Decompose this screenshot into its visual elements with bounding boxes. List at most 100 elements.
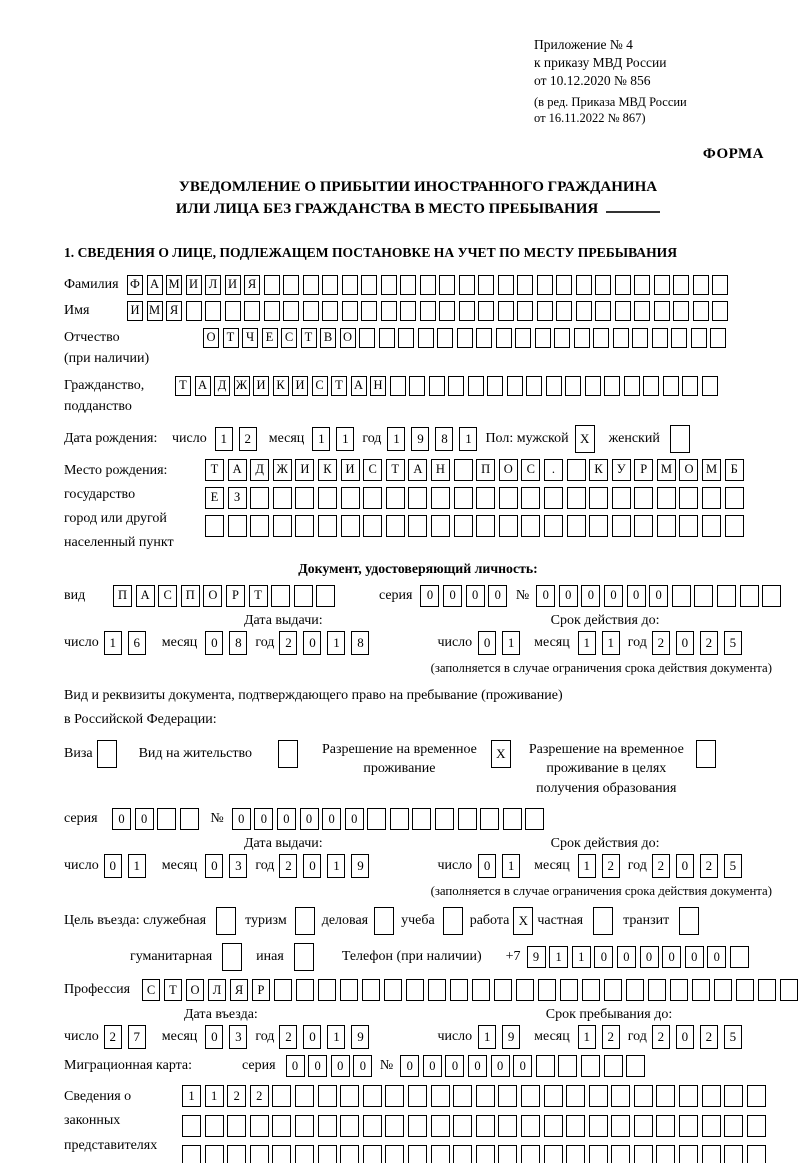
cell[interactable] (294, 1145, 314, 1163)
cell[interactable]: Т (385, 458, 405, 481)
cell[interactable] (453, 486, 473, 509)
cell[interactable] (430, 486, 450, 509)
cell[interactable]: 1 (577, 854, 596, 879)
cell[interactable] (662, 375, 679, 396)
cell[interactable] (322, 300, 338, 321)
cell[interactable]: Р (252, 979, 270, 1002)
cell[interactable] (694, 584, 714, 607)
cell[interactable] (679, 486, 699, 509)
cell[interactable] (716, 584, 736, 607)
cell[interactable] (498, 1085, 518, 1108)
cell[interactable] (302, 300, 319, 321)
cell[interactable] (295, 514, 315, 537)
cell[interactable] (458, 300, 475, 321)
cell[interactable] (182, 1115, 201, 1138)
cell[interactable] (456, 327, 473, 348)
cell[interactable] (701, 1115, 721, 1138)
cell[interactable]: 8 (229, 630, 248, 655)
cell[interactable] (651, 327, 668, 348)
cell[interactable] (385, 1085, 405, 1108)
cell[interactable] (419, 300, 436, 321)
cell[interactable]: М (656, 458, 676, 481)
cell[interactable]: 0 (626, 584, 646, 607)
cell[interactable]: 0 (536, 584, 556, 607)
cell[interactable] (271, 584, 291, 607)
cell[interactable]: Я (166, 300, 182, 321)
cell[interactable] (249, 1115, 269, 1138)
cell[interactable]: О (203, 584, 223, 607)
cell[interactable] (182, 1145, 201, 1163)
cell[interactable]: 5 (723, 1025, 742, 1050)
cell[interactable] (584, 375, 601, 396)
cell[interactable] (656, 514, 676, 537)
cell[interactable] (604, 375, 620, 396)
cell[interactable] (746, 1145, 766, 1163)
cell[interactable]: 2 (699, 854, 718, 879)
cell[interactable]: 0 (344, 808, 364, 831)
cell[interactable]: 1 (478, 1025, 497, 1050)
cell[interactable] (611, 486, 631, 509)
cell[interactable] (701, 375, 718, 396)
cell[interactable]: 2 (279, 1025, 298, 1050)
cell[interactable]: 1 (577, 630, 596, 655)
cell[interactable] (476, 514, 496, 537)
cell[interactable] (204, 1115, 224, 1138)
cell[interactable] (494, 979, 512, 1002)
cell[interactable]: И (127, 300, 143, 321)
cell[interactable] (406, 979, 424, 1002)
cell[interactable]: 0 (649, 584, 669, 607)
cell[interactable] (362, 1085, 382, 1108)
cell[interactable] (362, 1145, 382, 1163)
cell[interactable] (430, 1085, 450, 1108)
cell[interactable] (227, 514, 247, 537)
purpose-tourism-checkbox[interactable] (294, 907, 315, 936)
cell[interactable] (746, 1115, 766, 1138)
cell[interactable] (724, 1115, 744, 1138)
cell[interactable] (543, 1145, 563, 1163)
cell[interactable]: Т (175, 375, 191, 396)
cell[interactable] (671, 584, 691, 607)
sex-male-checkbox[interactable]: X (574, 424, 595, 453)
cell[interactable] (340, 979, 358, 1002)
cell[interactable] (430, 514, 450, 537)
cell[interactable] (263, 300, 280, 321)
cell[interactable]: 1 (327, 1025, 346, 1050)
cell[interactable] (272, 514, 292, 537)
cell[interactable]: А (408, 458, 428, 481)
cell[interactable] (497, 274, 514, 295)
temp-edu-checkbox[interactable] (695, 739, 716, 768)
cell[interactable]: Р (225, 584, 245, 607)
cell[interactable] (758, 979, 776, 1002)
cell[interactable]: 2 (651, 854, 670, 879)
cell[interactable]: 9 (351, 854, 370, 879)
cell[interactable] (359, 327, 375, 348)
cell[interactable] (467, 375, 484, 396)
cell[interactable] (633, 1145, 653, 1163)
cell[interactable] (634, 486, 654, 509)
cell[interactable]: 1 (327, 854, 346, 879)
cell[interactable]: 0 (707, 946, 727, 969)
cell[interactable]: 0 (422, 1055, 442, 1078)
cell[interactable] (498, 1145, 518, 1163)
cell[interactable] (398, 327, 414, 348)
cell[interactable]: Д (250, 458, 270, 481)
cell[interactable] (302, 274, 319, 295)
cell[interactable] (316, 584, 336, 607)
cell[interactable] (450, 979, 468, 1002)
residence-permit-checkbox[interactable] (277, 739, 298, 768)
cell[interactable] (263, 274, 280, 295)
cell[interactable]: 0 (684, 946, 704, 969)
cell[interactable] (632, 327, 648, 348)
purpose-other-checkbox[interactable] (293, 943, 314, 972)
purpose-private-checkbox[interactable] (593, 907, 614, 936)
cell[interactable]: Т (222, 327, 239, 348)
cell[interactable] (318, 979, 336, 1002)
cell[interactable] (385, 486, 405, 509)
cell[interactable] (430, 1145, 450, 1163)
